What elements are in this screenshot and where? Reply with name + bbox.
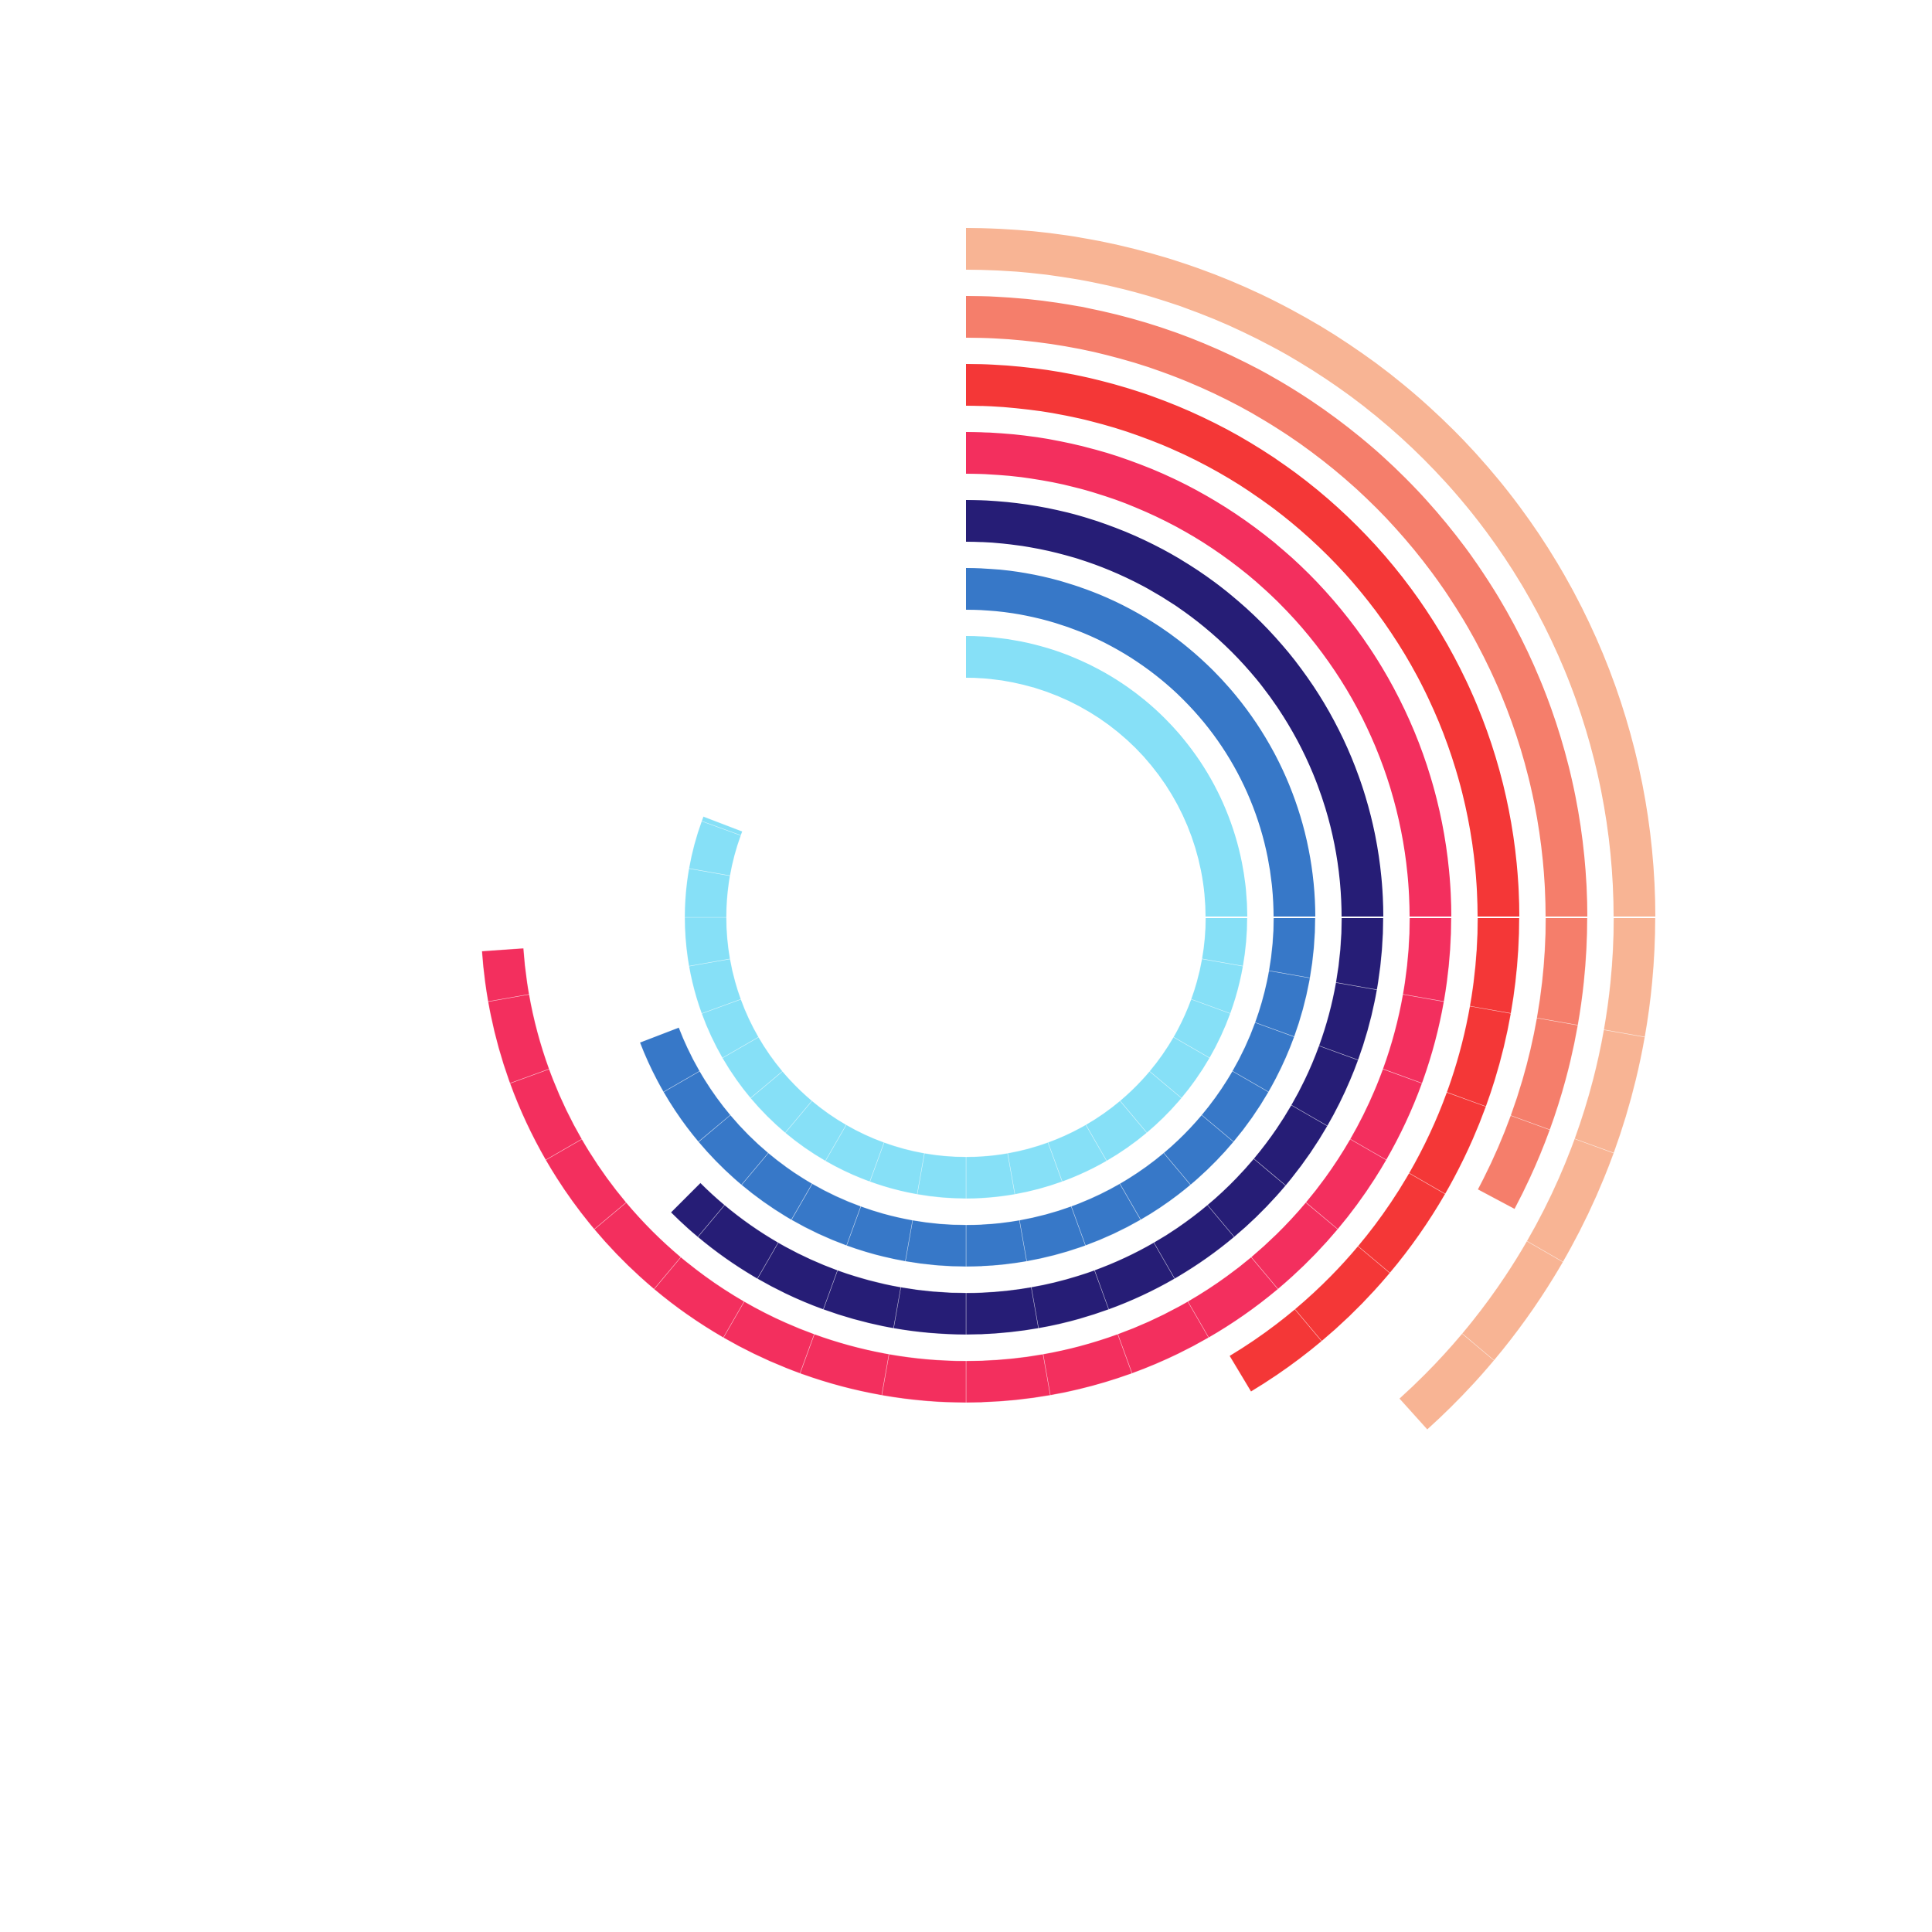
ring-5-segment-2 (1408, 1092, 1487, 1195)
ring-2-segment-8 (965, 1219, 1027, 1267)
ring-1-bar (966, 636, 1247, 917)
ring-2 (639, 568, 1316, 1267)
ring-4 (481, 432, 1452, 1403)
ring-5 (966, 364, 1520, 1393)
ring-3-bar (966, 500, 1383, 917)
ring-6 (966, 296, 1588, 1209)
ring-6-segment-2 (1477, 1115, 1550, 1209)
ring-6-segment-0 (1536, 917, 1588, 1026)
ring-7 (966, 228, 1656, 1430)
ring-1-segment-17 (684, 917, 731, 967)
ring-4-segment-16 (488, 994, 550, 1084)
ring-7-segment-4 (1399, 1333, 1495, 1430)
ring-3-segment-13 (670, 1182, 726, 1238)
ring-7-segment-3 (1461, 1240, 1563, 1361)
ring-3-segment-0 (1335, 917, 1384, 991)
ring-4-segment-0 (1402, 917, 1452, 1002)
ring-7-bar (966, 228, 1655, 917)
ring-1-segment-8 (965, 1152, 1015, 1199)
ring-3-segment-7 (1031, 1270, 1110, 1329)
ring-5-segment-1 (1446, 1005, 1512, 1107)
ring-7-segment-1 (1574, 1029, 1645, 1154)
ring-4-segment-8 (965, 1353, 1051, 1403)
ring-2-segment-9 (905, 1219, 967, 1267)
ring-2-segment-0 (1268, 917, 1316, 978)
ring-7-segment-2 (1526, 1138, 1614, 1263)
ring-4-segment-9 (881, 1353, 967, 1403)
ring-3-segment-8 (965, 1287, 1039, 1335)
ring-1-segment-18 (684, 868, 731, 918)
ring-5-bar (966, 364, 1519, 917)
ring-1 (684, 636, 1248, 1199)
ring-7-segment-0 (1603, 917, 1656, 1038)
ring-4-bar (966, 432, 1451, 917)
ring-4-segment-1 (1382, 994, 1444, 1084)
ring-4-segment-7 (1043, 1333, 1133, 1396)
ring-1-segment-20 (701, 816, 743, 836)
ring-4-segment-17 (481, 947, 530, 1002)
ring-4-segment-10 (799, 1333, 889, 1396)
ring-6-bar (966, 296, 1587, 917)
ring-3-segment-1 (1318, 982, 1378, 1061)
ring-2-bar (966, 568, 1315, 917)
ring-6-segment-1 (1510, 1017, 1579, 1131)
ring-1-segment-9 (917, 1152, 967, 1199)
ring-3-segment-10 (822, 1270, 901, 1329)
ring-5-segment-0 (1469, 917, 1520, 1014)
rings-layer (481, 228, 1656, 1430)
ring-5-segment-5 (1229, 1308, 1322, 1393)
ring-3 (670, 500, 1384, 1335)
ring-1-segment-0 (1201, 917, 1248, 967)
ring-3-segment-9 (893, 1287, 967, 1335)
ring-2-segment-15 (639, 1027, 700, 1093)
